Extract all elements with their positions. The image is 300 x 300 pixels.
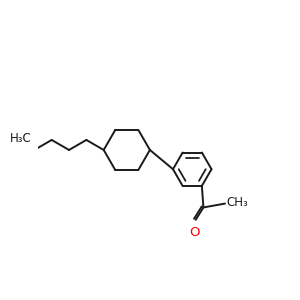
Text: O: O [189, 226, 200, 239]
Text: CH₃: CH₃ [226, 196, 248, 208]
Text: H₃C: H₃C [10, 132, 31, 145]
